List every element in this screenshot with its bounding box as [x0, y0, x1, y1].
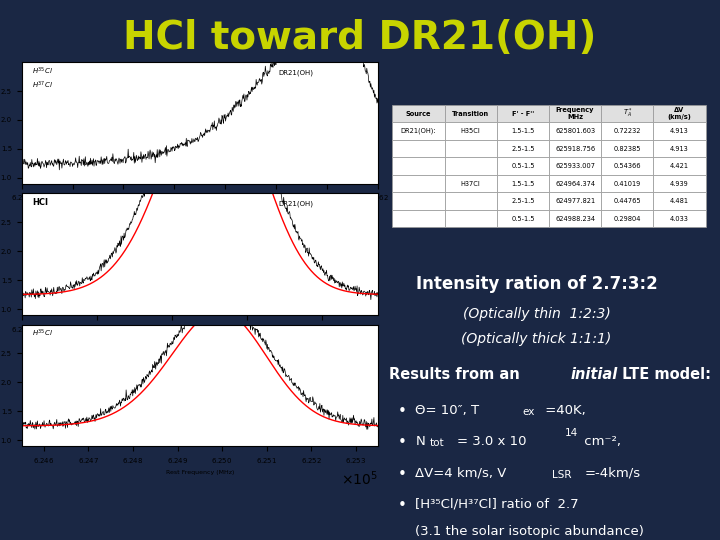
Text: $H^{35}Cl$: $H^{35}Cl$ [32, 65, 53, 77]
Text: initial: initial [571, 367, 618, 382]
Text: •: • [398, 498, 407, 513]
Text: =-4km/s: =-4km/s [585, 467, 641, 480]
Text: [H³⁵Cl/H³⁷Cl] ratio of  2.7: [H³⁵Cl/H³⁷Cl] ratio of 2.7 [415, 498, 579, 511]
Text: = 3.0 x 10: = 3.0 x 10 [457, 435, 527, 448]
Text: •: • [398, 404, 407, 419]
Text: Intensity ration of 2.7:3:2: Intensity ration of 2.7:3:2 [415, 275, 657, 293]
Text: ex: ex [522, 407, 534, 417]
Text: DR21(OH): DR21(OH) [278, 200, 313, 207]
Text: (Optically thick 1:1:1): (Optically thick 1:1:1) [462, 332, 611, 346]
X-axis label: Rest Frequency (MHz): Rest Frequency (MHz) [166, 339, 234, 344]
Text: cm⁻²,: cm⁻², [580, 435, 621, 448]
Text: •: • [398, 467, 407, 482]
Text: =40K,: =40K, [541, 404, 586, 417]
Text: DR21(OH): DR21(OH) [278, 69, 313, 76]
Text: HCl toward DR21(OH): HCl toward DR21(OH) [123, 19, 597, 57]
Text: $H^{35}Cl$: $H^{35}Cl$ [32, 328, 53, 339]
Text: tot: tot [430, 438, 444, 449]
Text: •: • [398, 435, 407, 450]
Text: (3.1 the solar isotopic abundance): (3.1 the solar isotopic abundance) [415, 525, 644, 538]
Text: LTE model:: LTE model: [617, 367, 711, 382]
Text: Θ= 10″, T: Θ= 10″, T [415, 404, 480, 417]
Text: ΔV=4 km/s, V: ΔV=4 km/s, V [415, 467, 507, 480]
Text: N: N [415, 435, 426, 448]
Text: (Optically thin  1:2:3): (Optically thin 1:2:3) [462, 307, 611, 321]
Text: 14: 14 [564, 428, 577, 438]
Text: $H^{37}Cl$: $H^{37}Cl$ [32, 80, 53, 91]
Text: LSR: LSR [552, 470, 572, 480]
X-axis label: Rest Frequency (MHz): Rest Frequency (MHz) [166, 208, 234, 213]
Text: Results from an: Results from an [389, 367, 525, 382]
X-axis label: Rest Frequency (MHz): Rest Frequency (MHz) [166, 470, 234, 475]
Text: HCl: HCl [32, 199, 48, 207]
